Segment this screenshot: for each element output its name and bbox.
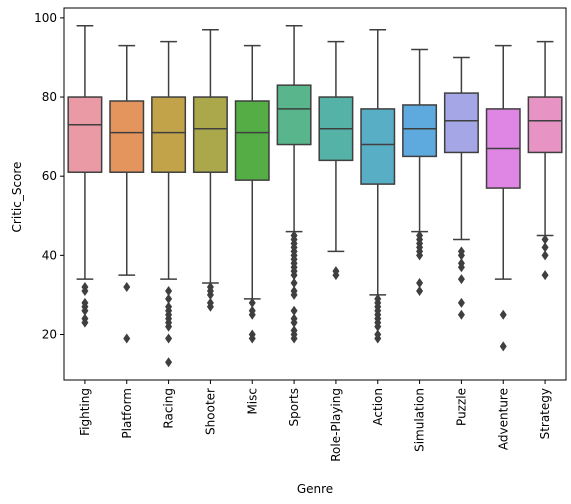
outlier-point xyxy=(165,357,173,368)
outlier-point xyxy=(81,282,89,292)
iqr-box xyxy=(151,96,187,173)
iqr-box xyxy=(276,84,312,146)
outlier-point xyxy=(290,325,298,336)
iqr-box xyxy=(67,96,103,173)
outlier-point xyxy=(541,234,549,245)
outlier-point xyxy=(457,246,465,257)
x-axis-label: Genre xyxy=(297,482,333,496)
outlier-point xyxy=(290,313,298,324)
box-group-11 xyxy=(485,44,521,352)
outlier-point xyxy=(374,329,382,340)
outlier-point xyxy=(541,242,549,253)
x-tick-label: Racing xyxy=(162,388,176,429)
iqr-box xyxy=(234,100,270,181)
outlier-point xyxy=(290,230,298,241)
y-tick-label: 60 xyxy=(42,169,57,183)
box-group-1 xyxy=(67,25,103,328)
box-group-6 xyxy=(276,25,312,344)
box-group-5 xyxy=(234,44,270,344)
x-tick-label: Role-Playing xyxy=(329,388,343,462)
boxes-layer xyxy=(67,25,563,368)
box-group-2 xyxy=(109,44,145,344)
iqr-box xyxy=(443,92,479,154)
outlier-point xyxy=(248,305,256,316)
x-tick-label: Sports xyxy=(287,388,301,426)
y-axis-label: Critic_Score xyxy=(10,162,24,233)
outlier-point xyxy=(416,285,424,296)
outlier-point xyxy=(290,278,298,289)
outlier-point xyxy=(206,282,214,292)
box-group-10 xyxy=(443,56,479,320)
outlier-point xyxy=(457,258,465,269)
iqr-box xyxy=(527,96,563,154)
outlier-point xyxy=(457,309,465,320)
x-tick-label: Adventure xyxy=(496,388,510,450)
iqr-box xyxy=(360,108,396,185)
outlier-point xyxy=(81,297,89,308)
x-tick-label: Simulation xyxy=(413,388,427,452)
iqr-box xyxy=(402,104,438,158)
outlier-point xyxy=(165,293,173,304)
outlier-point xyxy=(123,282,131,292)
outlier-point xyxy=(81,313,89,324)
box-group-9 xyxy=(402,48,438,296)
x-tick-label: Platform xyxy=(120,388,134,439)
x-tick-label: Fighting xyxy=(78,388,92,436)
axes-layer: 20 40 60 80 100 Fighting Platform Racing Shooter… xyxy=(34,7,567,462)
x-tick-label: Puzzle xyxy=(454,388,468,426)
outlier-point xyxy=(248,297,256,308)
outlier-point xyxy=(165,301,173,312)
iqr-box xyxy=(192,96,228,173)
outlier-point xyxy=(123,333,131,344)
x-tick-label: Strategy xyxy=(538,388,552,439)
iqr-box xyxy=(109,100,145,173)
box-group-8 xyxy=(360,29,396,344)
x-tick-label: Shooter xyxy=(203,388,217,435)
outlier-point xyxy=(165,285,173,296)
outlier-point xyxy=(499,341,507,352)
box-group-4 xyxy=(192,29,228,312)
y-tick-label: 40 xyxy=(42,248,57,262)
box-group-7 xyxy=(318,40,354,281)
outlier-point xyxy=(165,333,173,344)
box-group-12 xyxy=(527,40,563,281)
y-tick-label: 100 xyxy=(34,11,57,25)
outlier-point xyxy=(206,297,214,308)
outlier-point xyxy=(499,309,507,320)
outlier-point xyxy=(457,274,465,285)
outlier-point xyxy=(290,305,298,316)
y-tick-label: 20 xyxy=(42,327,57,341)
outlier-point xyxy=(248,329,256,340)
outlier-point xyxy=(374,293,382,304)
outlier-point xyxy=(541,270,549,281)
outlier-point xyxy=(416,230,424,241)
box-group-3 xyxy=(151,40,187,368)
outlier-point xyxy=(290,285,298,296)
outlier-point xyxy=(541,250,549,261)
outlier-point xyxy=(457,297,465,308)
y-tick-label: 80 xyxy=(42,90,57,104)
outlier-point xyxy=(332,266,340,277)
plot-frame xyxy=(63,7,567,381)
x-tick-label: Misc xyxy=(245,388,259,415)
x-tick-label: Action xyxy=(371,388,385,426)
outlier-point xyxy=(416,278,424,289)
